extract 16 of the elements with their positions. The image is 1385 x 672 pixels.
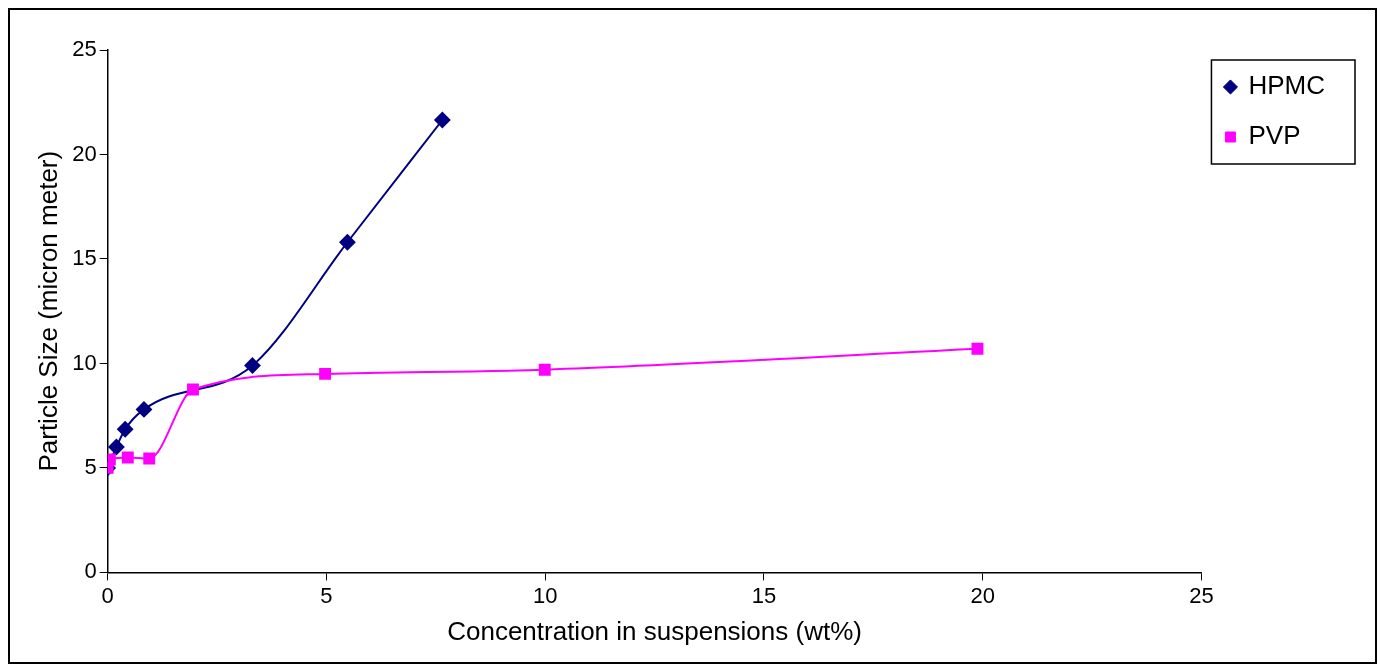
y-axis-title: Particle Size (micron meter) — [32, 150, 63, 472]
y-tick-label: 0 — [84, 558, 97, 584]
legend-label: PVP — [1248, 120, 1301, 151]
legend-label: HPMC — [1248, 70, 1326, 101]
y-tick-label: 25 — [72, 36, 97, 62]
x-tick-label: 15 — [751, 582, 777, 608]
x-tick-label: 10 — [532, 582, 558, 608]
y-tick-label: 20 — [72, 140, 97, 166]
x-axis-title: Concentration in suspensions (wt%) — [447, 615, 862, 646]
x-tick-label: 0 — [101, 582, 114, 608]
x-tick-label: 25 — [1189, 582, 1214, 608]
x-tick-label: 20 — [970, 582, 995, 608]
y-tick-label: 5 — [84, 453, 97, 479]
y-tick-label: 10 — [72, 349, 97, 375]
x-tick-label: 5 — [320, 582, 333, 608]
y-tick-label: 15 — [72, 245, 97, 271]
